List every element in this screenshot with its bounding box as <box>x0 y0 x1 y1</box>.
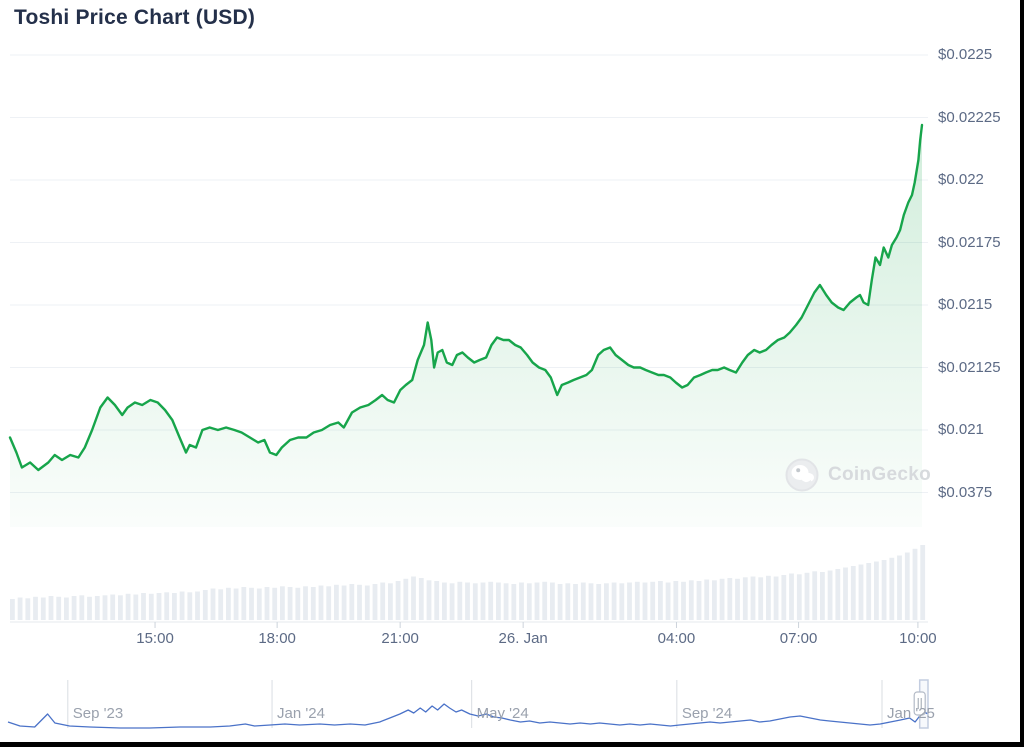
watermark-label: CoinGecko <box>828 464 931 485</box>
chart-title: Toshi Price Chart (USD) <box>14 6 256 29</box>
price-line <box>8 123 924 472</box>
navigator[interactable] <box>7 679 929 729</box>
price-area-fill <box>10 125 922 527</box>
volume-bars <box>10 545 926 621</box>
screenshot-border-bottom <box>0 742 1024 747</box>
coingecko-gecko-icon <box>785 458 819 492</box>
x-axis-line <box>10 621 928 628</box>
navigator-left-handle[interactable] <box>913 691 926 716</box>
screenshot-border-right <box>1020 0 1024 747</box>
watermark: CoinGecko <box>785 458 931 492</box>
